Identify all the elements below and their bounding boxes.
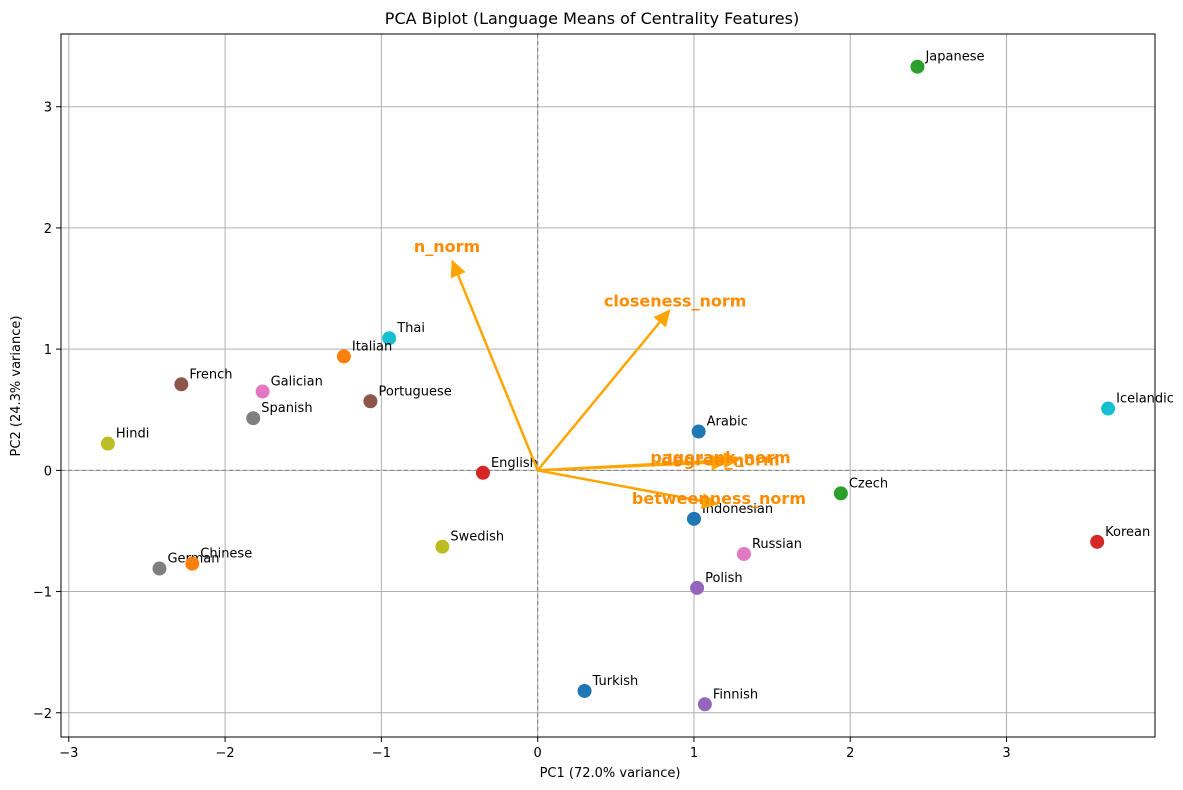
x-tick-label: 2 — [846, 746, 854, 761]
y-tick-label: −1 — [33, 586, 52, 601]
x-axis-ticks: −3 −2 −1 0 1 2 3 — [59, 737, 1011, 761]
loading-label-closeness_norm: closeness_norm — [604, 292, 747, 311]
point-french — [174, 377, 189, 392]
point-german — [152, 561, 167, 576]
point-label: Galician — [271, 375, 323, 390]
loading-vectors: n_norm closeness_norm pagerank_normdegree_… — [414, 237, 806, 510]
data-points: Japanese Icelandic Korean Czech Arabic Indone… — [100, 50, 1174, 712]
point-korean — [1090, 534, 1105, 549]
x-tick-label: −3 — [59, 746, 78, 761]
loading-arrowhead — [700, 493, 719, 510]
point-galician — [255, 384, 270, 399]
point-label: Thai — [396, 321, 425, 336]
point-label: Swedish — [450, 530, 504, 545]
y-axis-label: PC2 (24.3% variance) — [9, 316, 24, 457]
point-label: Japanese — [924, 50, 984, 65]
loading-label-betweenness_norm: betweenness_norm — [632, 489, 806, 508]
y-tick-label: 1 — [44, 343, 52, 358]
x-axis-label: PC1 (72.0% variance) — [540, 766, 681, 781]
point-english — [475, 465, 490, 480]
y-tick-label: −2 — [33, 707, 52, 722]
x-tick-label: 1 — [690, 746, 698, 761]
point-label: Hindi — [116, 427, 150, 442]
y-axis-ticks: −2 −1 0 1 2 3 — [33, 101, 61, 722]
point-hindi — [100, 436, 115, 451]
point-label: Korean — [1105, 525, 1150, 540]
loading-label-degree_norm: degree_norm — [661, 450, 779, 469]
y-tick-label: 3 — [44, 101, 52, 116]
point-icelandic — [1101, 401, 1116, 416]
point-label: Indonesian — [702, 502, 773, 517]
point-spanish — [246, 411, 261, 426]
y-tick-label: 2 — [44, 222, 52, 237]
point-swedish — [435, 539, 450, 554]
point-russian — [736, 546, 751, 561]
point-japanese — [910, 59, 925, 74]
point-label: Turkish — [592, 674, 639, 689]
point-label: Arabic — [707, 415, 748, 430]
point-label: Spanish — [261, 401, 312, 416]
loading-arrowhead — [450, 259, 466, 279]
point-label: Icelandic — [1116, 392, 1174, 407]
chart-title: PCA Biplot (Language Means of Centrality… — [385, 9, 799, 28]
point-polish — [690, 580, 705, 595]
x-tick-label: −2 — [216, 746, 235, 761]
point-indonesian — [686, 511, 701, 526]
point-label: Chinese — [200, 547, 252, 562]
loading-arrowhead — [723, 452, 741, 469]
loading-arrowhead — [711, 454, 729, 471]
point-label: Czech — [849, 476, 888, 491]
point-label: Italian — [352, 339, 392, 354]
x-tick-label: −1 — [372, 746, 391, 761]
loading-label-n_norm: n_norm — [414, 237, 480, 256]
point-label: Russian — [752, 537, 802, 552]
point-arabic — [691, 424, 706, 439]
point-label: English — [491, 456, 538, 471]
point-turkish — [577, 683, 592, 698]
point-label: Portuguese — [378, 384, 451, 399]
loading-label-pagerank_norm: pagerank_norm — [650, 448, 790, 467]
point-thai — [382, 331, 397, 346]
point-italian — [336, 349, 351, 364]
loading-arrowhead — [653, 309, 671, 328]
loading-arrow-degree_norm — [537, 459, 724, 472]
point-portuguese — [363, 394, 378, 409]
point-chinese — [185, 556, 200, 571]
loading-arrow-closeness_norm — [536, 321, 661, 472]
plot-frame — [60, 33, 1156, 738]
loading-arrow-n_norm — [456, 274, 539, 471]
x-tick-label: 3 — [1002, 746, 1010, 761]
loading-arrow-betweenness_norm — [537, 469, 703, 503]
point-label: Finnish — [713, 687, 758, 702]
point-label: French — [189, 367, 232, 382]
point-finnish — [697, 697, 712, 712]
zero-lines — [61, 34, 1155, 737]
x-tick-label: 0 — [534, 746, 542, 761]
point-czech — [833, 486, 848, 501]
point-label: Polish — [705, 571, 743, 586]
y-tick-label: 0 — [44, 464, 52, 479]
